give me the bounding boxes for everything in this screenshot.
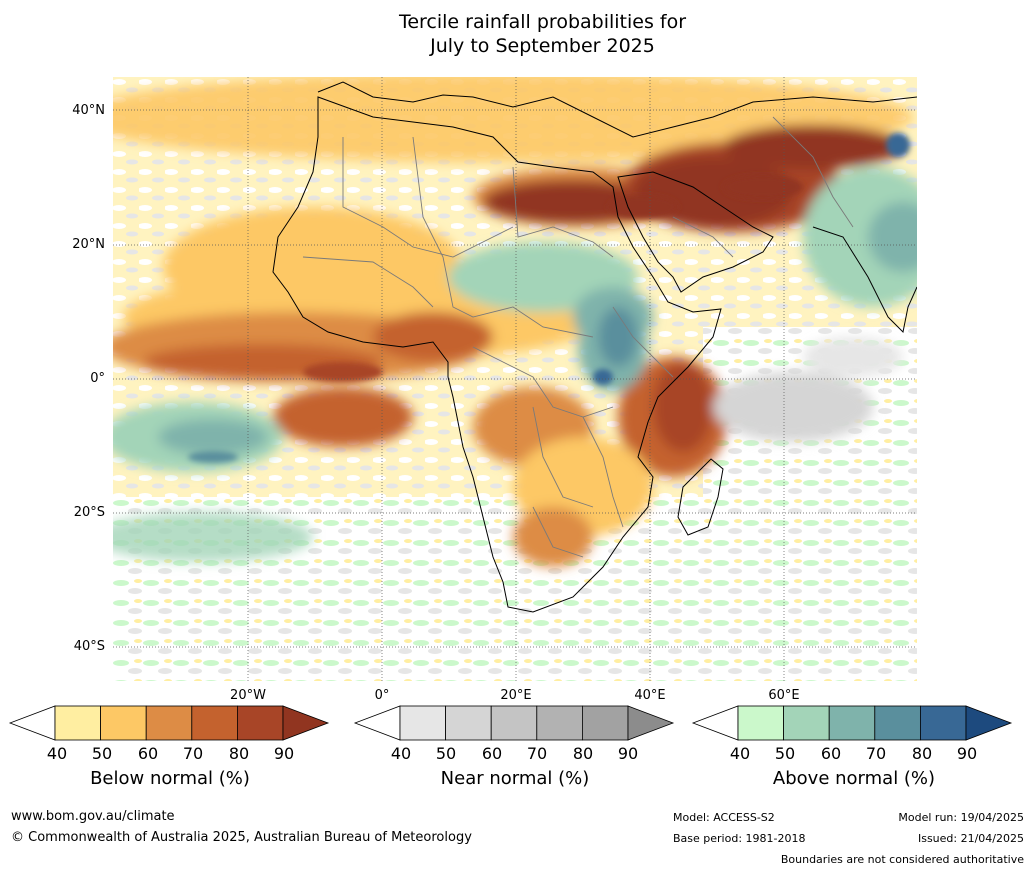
- tick-below-50: 50: [91, 744, 113, 763]
- colorbar-segment: [445, 705, 492, 741]
- colorbar-segment: [399, 705, 446, 741]
- tick-below-80: 80: [228, 744, 250, 763]
- lon-label-20w: 20°W: [230, 688, 266, 703]
- country-borders: [302, 116, 854, 558]
- tick-near-40: 40: [390, 744, 412, 763]
- above-normal-label: Above normal (%): [772, 768, 936, 789]
- near-normal-label: Near normal (%): [440, 768, 590, 789]
- tick-above-90: 90: [956, 744, 978, 763]
- map-title: Tercile rainfall probabilities for July …: [0, 10, 1035, 58]
- colorbar-segment: [828, 705, 876, 741]
- tick-above-40: 40: [729, 744, 751, 763]
- colorbar-segment: [919, 705, 967, 741]
- colorbar-segment: [737, 705, 784, 741]
- colorbar-below-svg: [8, 705, 330, 741]
- colorbar-max-extension: [965, 705, 1013, 741]
- colorbar-segment: [581, 705, 629, 741]
- colorbar-segment: [490, 705, 538, 741]
- tick-below-40: 40: [46, 744, 68, 763]
- title-line-2: July to September 2025: [430, 35, 655, 57]
- lon-label-40e: 40°E: [634, 688, 666, 703]
- rainfall-probability-map: [73, 72, 943, 681]
- lat-label-20s: 20°S: [73, 505, 105, 520]
- colorbar-segment: [145, 705, 193, 741]
- disclaimer-text: Boundaries are not considered authoritat…: [780, 853, 1024, 866]
- lat-label-40s: 40°S: [73, 639, 105, 654]
- colorbar-above-svg: [691, 705, 1013, 741]
- tick-near-70: 70: [526, 744, 548, 763]
- graticule: [113, 77, 917, 681]
- lon-label-60e: 60°E: [768, 688, 800, 703]
- tick-near-50: 50: [435, 744, 457, 763]
- colorbar-segment: [54, 705, 101, 741]
- tick-above-50: 50: [774, 744, 796, 763]
- tick-above-80: 80: [911, 744, 933, 763]
- tick-near-90: 90: [617, 744, 639, 763]
- tick-near-80: 80: [572, 744, 594, 763]
- colorbar-segment: [236, 705, 284, 741]
- colorbar-segment: [874, 705, 921, 741]
- colorbar-max-extension: [282, 705, 330, 741]
- lat-label-0: 0°: [90, 371, 105, 386]
- colorbar-segment: [191, 705, 238, 741]
- lon-label-0: 0°: [374, 688, 390, 703]
- copyright-text: © Commonwealth of Australia 2025, Austra…: [11, 830, 472, 845]
- tick-near-60: 60: [481, 744, 503, 763]
- colorbar-min-extension: [691, 705, 739, 741]
- colorbar-segment: [536, 705, 583, 741]
- coastlines: [272, 81, 918, 613]
- map-canvas: [73, 72, 943, 681]
- colorbar-min-extension: [8, 705, 56, 741]
- colorbar-max-extension: [627, 705, 675, 741]
- title-line-1: Tercile rainfall probabilities for: [398, 11, 687, 33]
- tick-above-70: 70: [865, 744, 887, 763]
- colorbar-segment: [783, 705, 830, 741]
- tick-below-90: 90: [273, 744, 295, 763]
- model-run-text: Model run: 19/04/2025: [898, 811, 1024, 824]
- base-period-text: Base period: 1981-2018: [673, 832, 806, 845]
- model-text: Model: ACCESS-S2: [673, 811, 775, 824]
- colorbar-min-extension: [353, 705, 401, 741]
- tick-below-60: 60: [137, 744, 159, 763]
- website-link[interactable]: www.bom.gov.au/climate: [11, 809, 175, 824]
- issued-text: Issued: 21/04/2025: [917, 832, 1024, 845]
- below-normal-label: Below normal (%): [90, 768, 250, 789]
- colorbar-segment: [100, 705, 147, 741]
- colorbar-near-svg: [353, 705, 675, 741]
- lat-label-20n: 20°N: [72, 237, 105, 252]
- tick-above-60: 60: [820, 744, 842, 763]
- lat-label-40n: 40°N: [72, 103, 105, 118]
- probability-field: [73, 72, 943, 567]
- lon-label-20e: 20°E: [500, 688, 532, 703]
- tick-below-70: 70: [182, 744, 204, 763]
